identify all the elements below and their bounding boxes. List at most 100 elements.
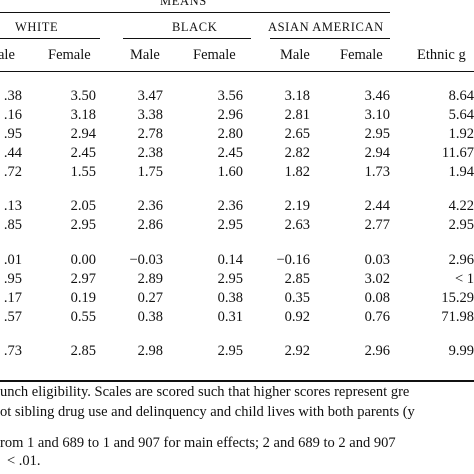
subheader-female-white: Female (48, 47, 91, 63)
footnote-line-3: rom 1 and 689 to 1 and 907 for main effe… (0, 435, 396, 451)
table-cell: 2.45 (217, 145, 243, 161)
footnote-line-1: unch eligibility. Scales are scored such… (0, 384, 410, 400)
table-cell: 3.02 (364, 271, 390, 287)
table-cell: .17 (3, 290, 22, 306)
subheader-male-black: Male (130, 47, 160, 63)
group-header-white: WHITE (15, 20, 59, 34)
table-cell: 0.27 (137, 290, 163, 306)
table-cell: 0.35 (284, 290, 310, 306)
footnote-line-2: ot sibling drug use and delinquency and … (0, 404, 415, 420)
table-cell: 2.36 (137, 198, 163, 214)
table-cell: .72 (3, 164, 22, 180)
table-cell: 2.80 (217, 126, 243, 142)
table-cell: .01 (3, 252, 22, 268)
table-cell: 0.19 (70, 290, 96, 306)
table-cell: 1.73 (364, 164, 390, 180)
table-cell: 3.18 (70, 107, 96, 123)
table-cell: 2.63 (284, 217, 310, 233)
table-cell: .73 (3, 343, 22, 359)
subheader-ethnic-group: Ethnic g (417, 47, 466, 63)
table-cell: 2.86 (137, 217, 163, 233)
table-cell: 0.38 (217, 290, 243, 306)
table-cell: .13 (3, 198, 22, 214)
table-cell: 2.45 (70, 145, 96, 161)
table-cell: 2.92 (284, 343, 310, 359)
table-cell: 0.03 (364, 252, 390, 268)
table-cell: 2.85 (70, 343, 96, 359)
table-cell: 1.55 (70, 164, 96, 180)
table-cell: −0.03 (129, 252, 163, 268)
table-cell: 2.38 (137, 145, 163, 161)
table-cell: 8.64 (448, 88, 474, 104)
table-cell: 0.92 (284, 309, 310, 325)
table-cell: .44 (3, 145, 22, 161)
table-cell: −0.16 (276, 252, 310, 268)
table-cell: 2.95 (448, 217, 474, 233)
table-cell: 2.82 (284, 145, 310, 161)
table-cell: 2.96 (448, 252, 474, 268)
means-header: MEANS (160, 0, 207, 8)
table-cell: 3.18 (284, 88, 310, 104)
subheader-male-white: ale (0, 47, 15, 63)
table-cell: 1.92 (448, 126, 474, 142)
subheader-male-asian: Male (280, 47, 310, 63)
table-cell: 0.00 (70, 252, 96, 268)
table-cell: 2.05 (70, 198, 96, 214)
table-cell: .38 (3, 88, 22, 104)
table-cell: 2.94 (70, 126, 96, 142)
table-cell: 0.76 (364, 309, 390, 325)
table-cell: 2.36 (217, 198, 243, 214)
table-cell: .85 (3, 217, 22, 233)
table-cell: .16 (3, 107, 22, 123)
table-cell: 2.95 (70, 217, 96, 233)
table-cell: 1.94 (448, 164, 474, 180)
footnote-line-4: < .01. (7, 453, 41, 469)
table-cell: 3.46 (364, 88, 390, 104)
table-cell: 3.56 (217, 88, 243, 104)
table-cell: 1.60 (217, 164, 243, 180)
table-cell: 2.95 (217, 217, 243, 233)
table-cell: 2.77 (364, 217, 390, 233)
table-cell: 2.65 (284, 126, 310, 142)
table-cell: 71.98 (441, 309, 474, 325)
table-cell: 2.95 (364, 126, 390, 142)
header-bottom-rule (0, 71, 474, 72)
table-cell: 15.29 (441, 290, 474, 306)
table-cell: 0.08 (364, 290, 390, 306)
table-cell: 9.99 (448, 343, 474, 359)
table-cell: 2.95 (217, 343, 243, 359)
group-rule-white (0, 38, 100, 39)
table-cell: 3.47 (137, 88, 163, 104)
table-bottom-rule (0, 380, 474, 382)
table-cell: 2.44 (364, 198, 390, 214)
table-cell: .95 (3, 271, 22, 287)
table-cell: 1.75 (137, 164, 163, 180)
table-cell: 2.89 (137, 271, 163, 287)
table-cell: 0.38 (137, 309, 163, 325)
table-cell: 2.81 (284, 107, 310, 123)
subheader-female-black: Female (193, 47, 236, 63)
table-cell: 0.31 (217, 309, 243, 325)
table-cell: 0.14 (217, 252, 243, 268)
table-cell: 2.94 (364, 145, 390, 161)
group-rule-asian-american (270, 38, 390, 39)
table-cell: 0.55 (70, 309, 96, 325)
table-cell: .95 (3, 126, 22, 142)
table-cell: 2.85 (284, 271, 310, 287)
table-cell: 2.96 (364, 343, 390, 359)
means-rule (0, 12, 390, 13)
table-cell: 2.19 (284, 198, 310, 214)
table-cell: 2.96 (217, 107, 243, 123)
table-cell: 2.97 (70, 271, 96, 287)
subheader-female-asian: Female (340, 47, 383, 63)
table-cell: 2.98 (137, 343, 163, 359)
table-cell: 4.22 (448, 198, 474, 214)
group-header-asian-american: ASIAN AMERICAN (268, 20, 384, 34)
table-cell: 5.64 (448, 107, 474, 123)
group-rule-black (123, 38, 251, 39)
table-cell: 3.10 (364, 107, 390, 123)
table-cell: .57 (3, 309, 22, 325)
table-cell: 3.38 (137, 107, 163, 123)
table-cell: 1.82 (284, 164, 310, 180)
group-header-black: BLACK (172, 20, 218, 34)
